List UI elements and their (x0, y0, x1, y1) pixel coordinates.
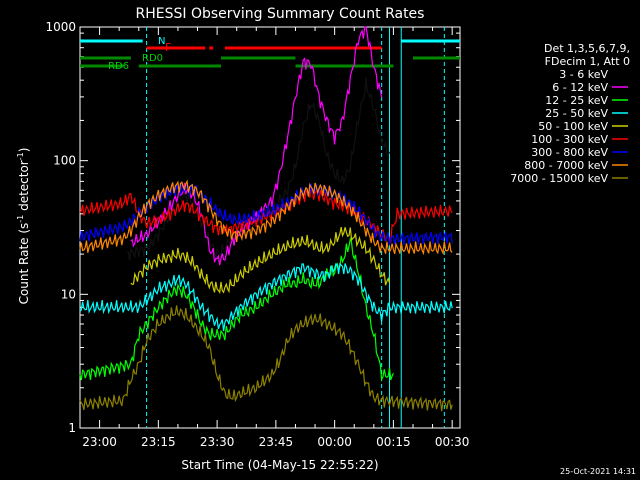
legend-label-2: 12 - 25 keV (545, 94, 608, 107)
ylabel-part-2: detector (17, 160, 31, 215)
series-line-3 (79, 262, 453, 332)
legend-label-5: 100 - 300 keV (531, 133, 608, 146)
series-line-4 (130, 226, 391, 294)
legend: Det 1,3,5,6,7,9,FDecim 1, Att 03 - 6 keV… (510, 42, 630, 185)
legend-header-1: FDecim 1, Att 0 (545, 55, 630, 68)
footer-timestamp: 25-Oct-2021 14:31 (560, 467, 636, 476)
y-tick-label: 1000 (45, 20, 76, 34)
legend-label-0: 3 - 6 keV (559, 68, 608, 81)
x-tick-label: 00:15 (376, 435, 411, 449)
legend-label-4: 50 - 100 keV (538, 120, 608, 133)
series-line-2 (79, 236, 394, 382)
y-tick-label: 100 (53, 154, 76, 168)
legend-label-8: 7000 - 15000 keV (510, 172, 608, 185)
x-tick-label: 00:00 (317, 435, 352, 449)
vertical-markers (146, 27, 445, 428)
x-tick-label: 23:45 (259, 435, 294, 449)
y-tick-label: 1 (68, 421, 76, 435)
series-line-1 (130, 26, 383, 266)
legend-label-7: 800 - 7000 keV (524, 159, 608, 172)
legend-label-3: 25 - 50 keV (545, 107, 608, 120)
series-line-8 (79, 305, 453, 412)
annotation-0: N (158, 36, 165, 47)
series-line-7 (79, 179, 453, 256)
annotation-1: F (165, 41, 171, 54)
x-tick-label: 23:15 (141, 435, 176, 449)
series-group (79, 26, 453, 412)
ylabel-part-3: -1 (16, 152, 25, 160)
x-tick-label: 00:30 (435, 435, 470, 449)
x-axis-label: Start Time (04-May-15 22:55:22) (181, 458, 378, 472)
legend-label-1: 6 - 12 keV (552, 81, 608, 94)
x-tick-label: 23:00 (82, 435, 117, 449)
ylabel-part-4: ) (17, 148, 31, 153)
annotation-3: RD6 (108, 61, 129, 72)
y-tick-label: 10 (61, 287, 76, 301)
y-axis-label: Count Rate (s-1 detector-1) (16, 148, 31, 305)
x-tick-label: 23:30 (200, 435, 235, 449)
plot-frame (79, 26, 461, 429)
ylabel-part-1: -1 (16, 215, 25, 223)
series-line-0 (126, 77, 391, 261)
annotation-2: RD0 (142, 53, 163, 64)
chart-title: RHESSI Observing Summary Count Rates (136, 6, 425, 22)
legend-label-6: 300 - 800 keV (531, 146, 608, 159)
axes: 1 10 100 1000 23:00 23:15 23:30 23:45 00:00 00:15… (45, 20, 469, 449)
ylabel-part-0: Count Rate (s (17, 223, 31, 305)
legend-header-0: Det 1,3,5,6,7,9, (544, 42, 630, 55)
